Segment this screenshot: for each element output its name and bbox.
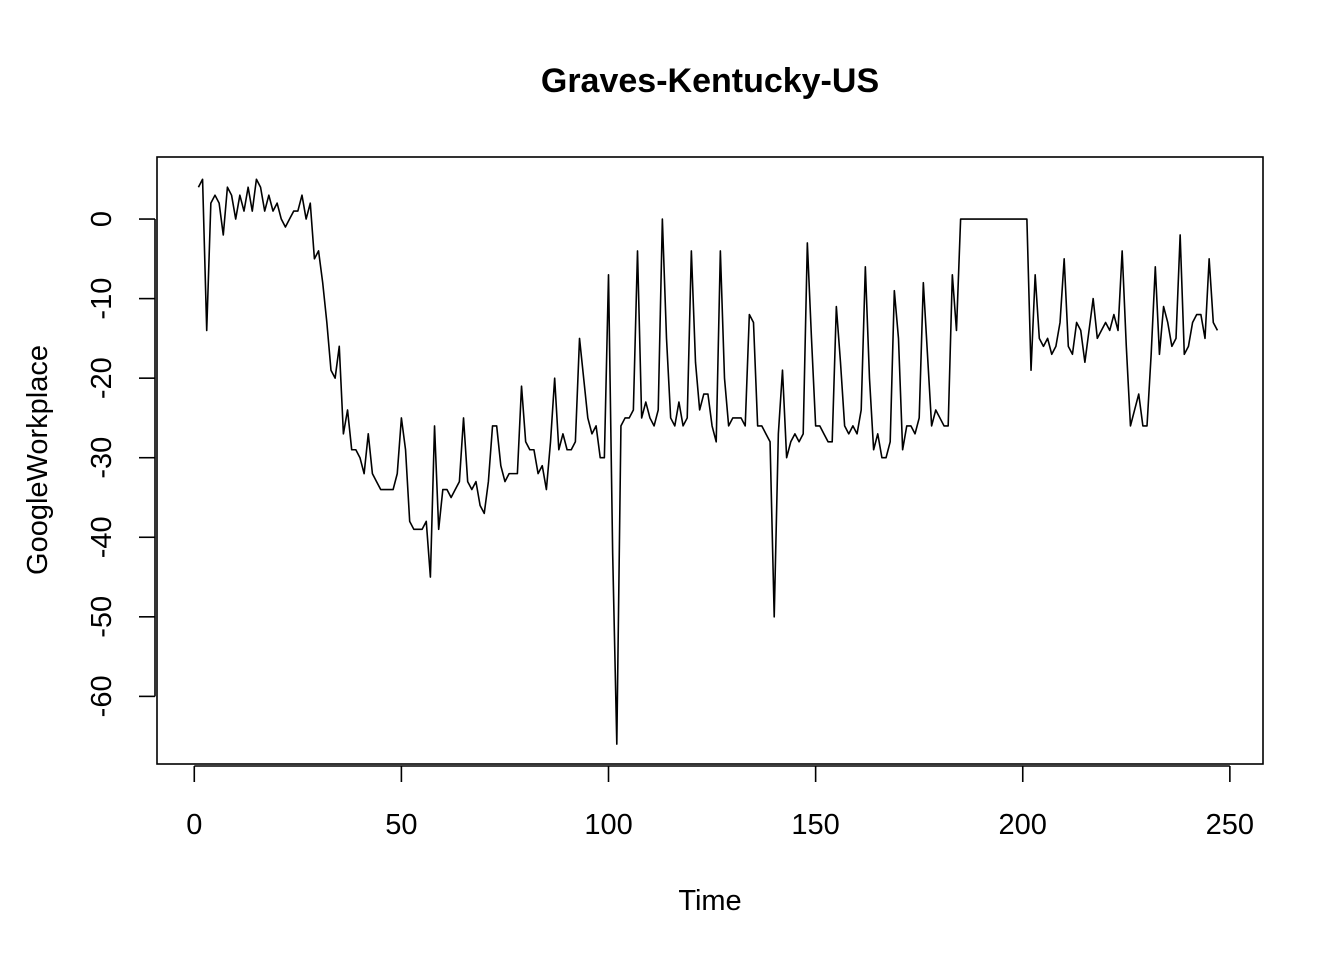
x-tick-label: 0 <box>186 809 202 841</box>
x-tick-label: 100 <box>584 809 632 841</box>
y-tick-label: -20 <box>86 357 118 399</box>
x-tick-label: 150 <box>791 809 839 841</box>
plot-frame <box>156 156 1264 765</box>
y-tick-label: -50 <box>86 596 118 638</box>
x-tick-label: 200 <box>999 809 1047 841</box>
y-tick-label: 0 <box>86 211 118 227</box>
x-tick-label: 50 <box>385 809 417 841</box>
chart-title: Graves-Kentucky-US <box>541 62 879 100</box>
y-tick-label: -10 <box>86 278 118 320</box>
x-axis-label: Time <box>678 885 741 917</box>
y-axis: 0 -10 -20 -30 -40 -50 -60 <box>86 211 156 717</box>
series-line <box>197 178 1219 745</box>
y-axis-label: GoogleWorkplace <box>22 345 54 575</box>
x-tick-label: 250 <box>1206 809 1254 841</box>
y-tick-label: -30 <box>86 437 118 479</box>
y-tick-label: -40 <box>86 516 118 558</box>
x-axis: 0 50 100 150 200 250 <box>186 765 1254 841</box>
y-tick-label: -60 <box>86 675 118 717</box>
